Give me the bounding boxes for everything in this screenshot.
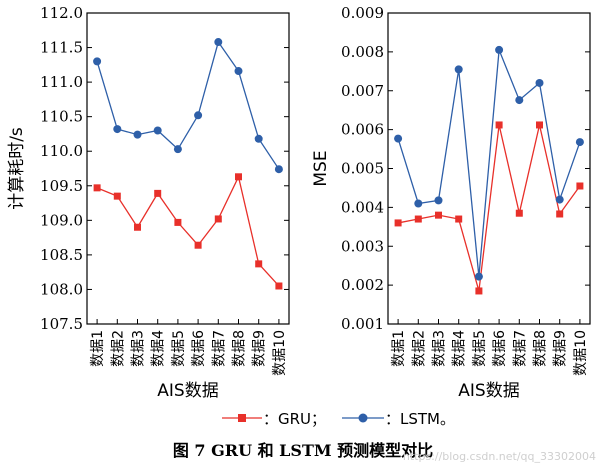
right-ytick-label: 0.004	[341, 198, 384, 216]
right-ytick-label: 0.005	[341, 160, 384, 178]
right-lstm-point	[394, 134, 403, 143]
left-plot-frame	[86, 12, 290, 325]
left-gru-point	[275, 282, 283, 290]
legend: ：GRU； ：LSTM。	[222, 410, 455, 428]
watermark: https://blog.csdn.net/qq_33302004	[403, 450, 596, 463]
right-yaxis-label: MSE	[311, 150, 331, 186]
figure-caption: 图 7 GRU 和 LSTM 预测模型对比	[173, 441, 433, 460]
left-lstm-point	[93, 57, 102, 66]
left-xtick-label: 数据6	[191, 330, 207, 367]
left-ytick-label: 112.0	[40, 4, 83, 22]
right-gru-point	[495, 121, 503, 129]
right-ytick-label: 0.009	[341, 4, 384, 22]
right-xtick-label: 数据3	[432, 330, 448, 367]
left-xtick-label: 数据1	[90, 330, 106, 367]
left-ytick-label: 109.0	[40, 211, 83, 229]
left-xaxis-label: AIS数据	[157, 381, 218, 401]
right-ytick-label: 0.006	[341, 121, 384, 139]
right-ytick-label: 0.001	[341, 315, 384, 333]
right-xtick-label: 数据1	[391, 330, 407, 367]
left-ytick-label: 110.0	[40, 142, 83, 160]
legend-gru-marker	[238, 414, 246, 422]
right-gru-point	[536, 121, 543, 129]
right-gru-point	[455, 215, 463, 223]
left-lstm-point	[173, 145, 182, 154]
right-ytick-label: 0.003	[341, 237, 384, 255]
left-gru-point	[113, 192, 121, 200]
left-gru-point	[235, 173, 242, 181]
left-lstm-point	[194, 111, 203, 120]
left-lstm-point	[153, 126, 162, 135]
right-lstm-point	[535, 78, 544, 87]
left-lstm-point	[274, 165, 283, 174]
left-gru-point	[93, 184, 101, 192]
legend-lstm-label: ：LSTM。	[385, 410, 455, 428]
right-lstm-point	[474, 272, 483, 281]
left-yaxis-label: 计算耗时/s	[7, 127, 27, 210]
right-ytick-label: 0.002	[341, 276, 384, 294]
left-ytick-label: 109.5	[40, 177, 83, 195]
left-xtick-label: 数据3	[131, 330, 147, 367]
right-ytick-label: 0.007	[341, 82, 384, 100]
right-gru-point	[475, 287, 483, 295]
right-gru-point	[414, 215, 422, 223]
left-gru-point	[134, 223, 141, 231]
left-ytick-label: 111.0	[40, 73, 83, 91]
right-ytick-label: 0.008	[341, 43, 384, 61]
right-gru-point	[556, 210, 564, 218]
left-lstm-point	[254, 134, 263, 143]
right-lstm-line	[397, 49, 581, 277]
right-xaxis-label: AIS数据	[458, 381, 519, 401]
left-lstm-point	[133, 130, 142, 139]
left-gru-point	[194, 241, 202, 249]
left-lstm-point	[113, 125, 122, 134]
right-gru-point	[515, 209, 523, 217]
left-gru-point	[214, 215, 222, 223]
legend-lstm-marker	[358, 413, 368, 423]
left-lstm-point	[214, 38, 223, 47]
right-xtick-label: 数据6	[492, 330, 508, 367]
left-ytick-label: 108.0	[40, 280, 83, 298]
right-xtick-label: 数据9	[553, 330, 569, 367]
left-xtick-label: 数据7	[211, 330, 227, 367]
left-gru-line	[96, 174, 280, 287]
right-gru-point	[576, 182, 584, 190]
left-lstm-line	[96, 40, 280, 170]
left-gru-point	[154, 189, 162, 197]
left-gru-point	[174, 218, 182, 226]
right-gru-point	[394, 219, 402, 227]
right-gru-point	[435, 211, 442, 219]
right-lstm-point	[414, 199, 423, 208]
left-xtick-label: 数据10	[272, 330, 288, 376]
right-xtick-label: 数据5	[472, 330, 488, 367]
left-xtick-label: 数据9	[252, 330, 268, 367]
left-xtick-label: 数据4	[151, 330, 167, 367]
compute-time-chart: 107.5 108.0 108.5 109.0 109.5 110.0 110.5 111.0…	[7, 4, 290, 401]
right-xtick-label: 数据10	[573, 330, 589, 376]
right-xtick-label: 数据4	[452, 330, 468, 367]
right-xtick-label: 数据2	[411, 330, 427, 367]
left-xtick-label: 数据8	[232, 330, 248, 367]
right-lstm-point	[454, 65, 463, 74]
legend-gru-label: ：GRU；	[263, 410, 326, 428]
right-xtick-label: 数据7	[512, 330, 528, 367]
left-gru-point	[255, 260, 263, 268]
left-xtick-label: 数据2	[110, 330, 126, 367]
right-xtick-label: 数据8	[533, 330, 549, 367]
right-lstm-point	[495, 45, 504, 54]
mse-chart: 0.001 0.002 0.003 0.004 0.005 0.006 0.007 0.008…	[311, 4, 591, 401]
left-ytick-label: 111.5	[40, 39, 83, 57]
right-lstm-point	[434, 196, 443, 205]
right-lstm-point	[575, 138, 584, 147]
right-lstm-point	[515, 96, 524, 105]
right-lstm-point	[555, 195, 564, 204]
right-gru-line	[397, 124, 581, 292]
left-ytick-label: 107.5	[40, 315, 83, 333]
left-ytick-label: 110.5	[40, 108, 83, 126]
left-lstm-point	[234, 67, 243, 76]
left-xtick-label: 数据5	[171, 330, 187, 367]
left-ytick-label: 108.5	[40, 246, 83, 264]
